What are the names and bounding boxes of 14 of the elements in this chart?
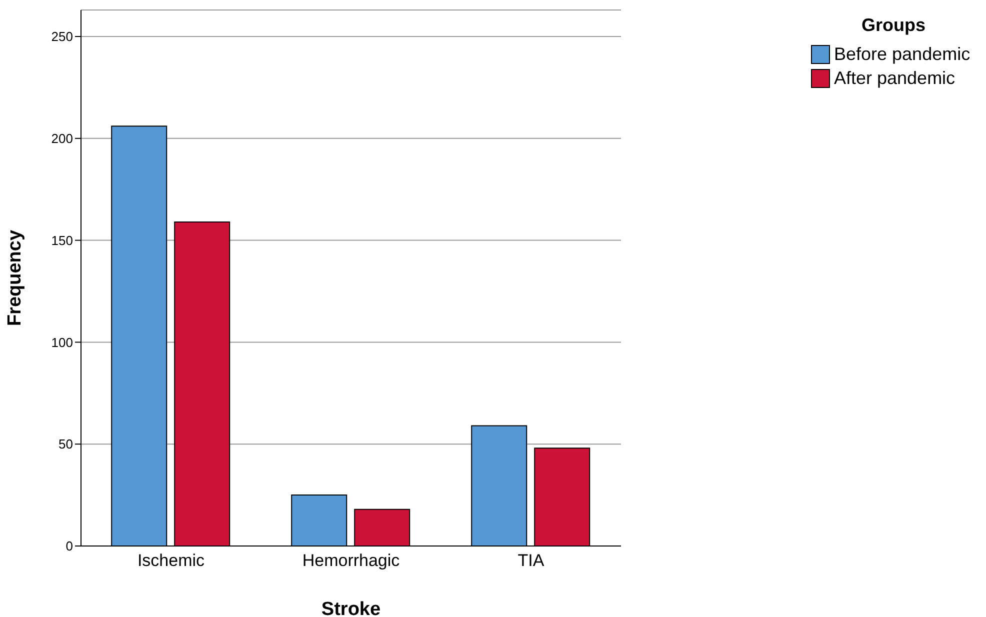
y-tick-label: 250 <box>51 29 73 44</box>
y-axis-title: Frequency <box>4 230 26 326</box>
y-tick-label: 50 <box>58 436 73 452</box>
y-tick-label: 0 <box>66 538 73 554</box>
x-tick-label: Ischemic <box>137 551 206 570</box>
x-tick-label: Hemorrhagic <box>302 551 400 570</box>
legend-title: Groups <box>860 15 926 36</box>
x-axis-title: Stroke <box>321 599 381 617</box>
legend-label: After pandemic <box>834 68 956 88</box>
y-tick-label: 150 <box>51 232 73 248</box>
y-tick-label: 200 <box>51 131 73 146</box>
legend-label: Before pandemic <box>834 44 970 64</box>
y-tick-label: 100 <box>51 334 73 350</box>
x-tick-label: TIA <box>518 551 545 570</box>
